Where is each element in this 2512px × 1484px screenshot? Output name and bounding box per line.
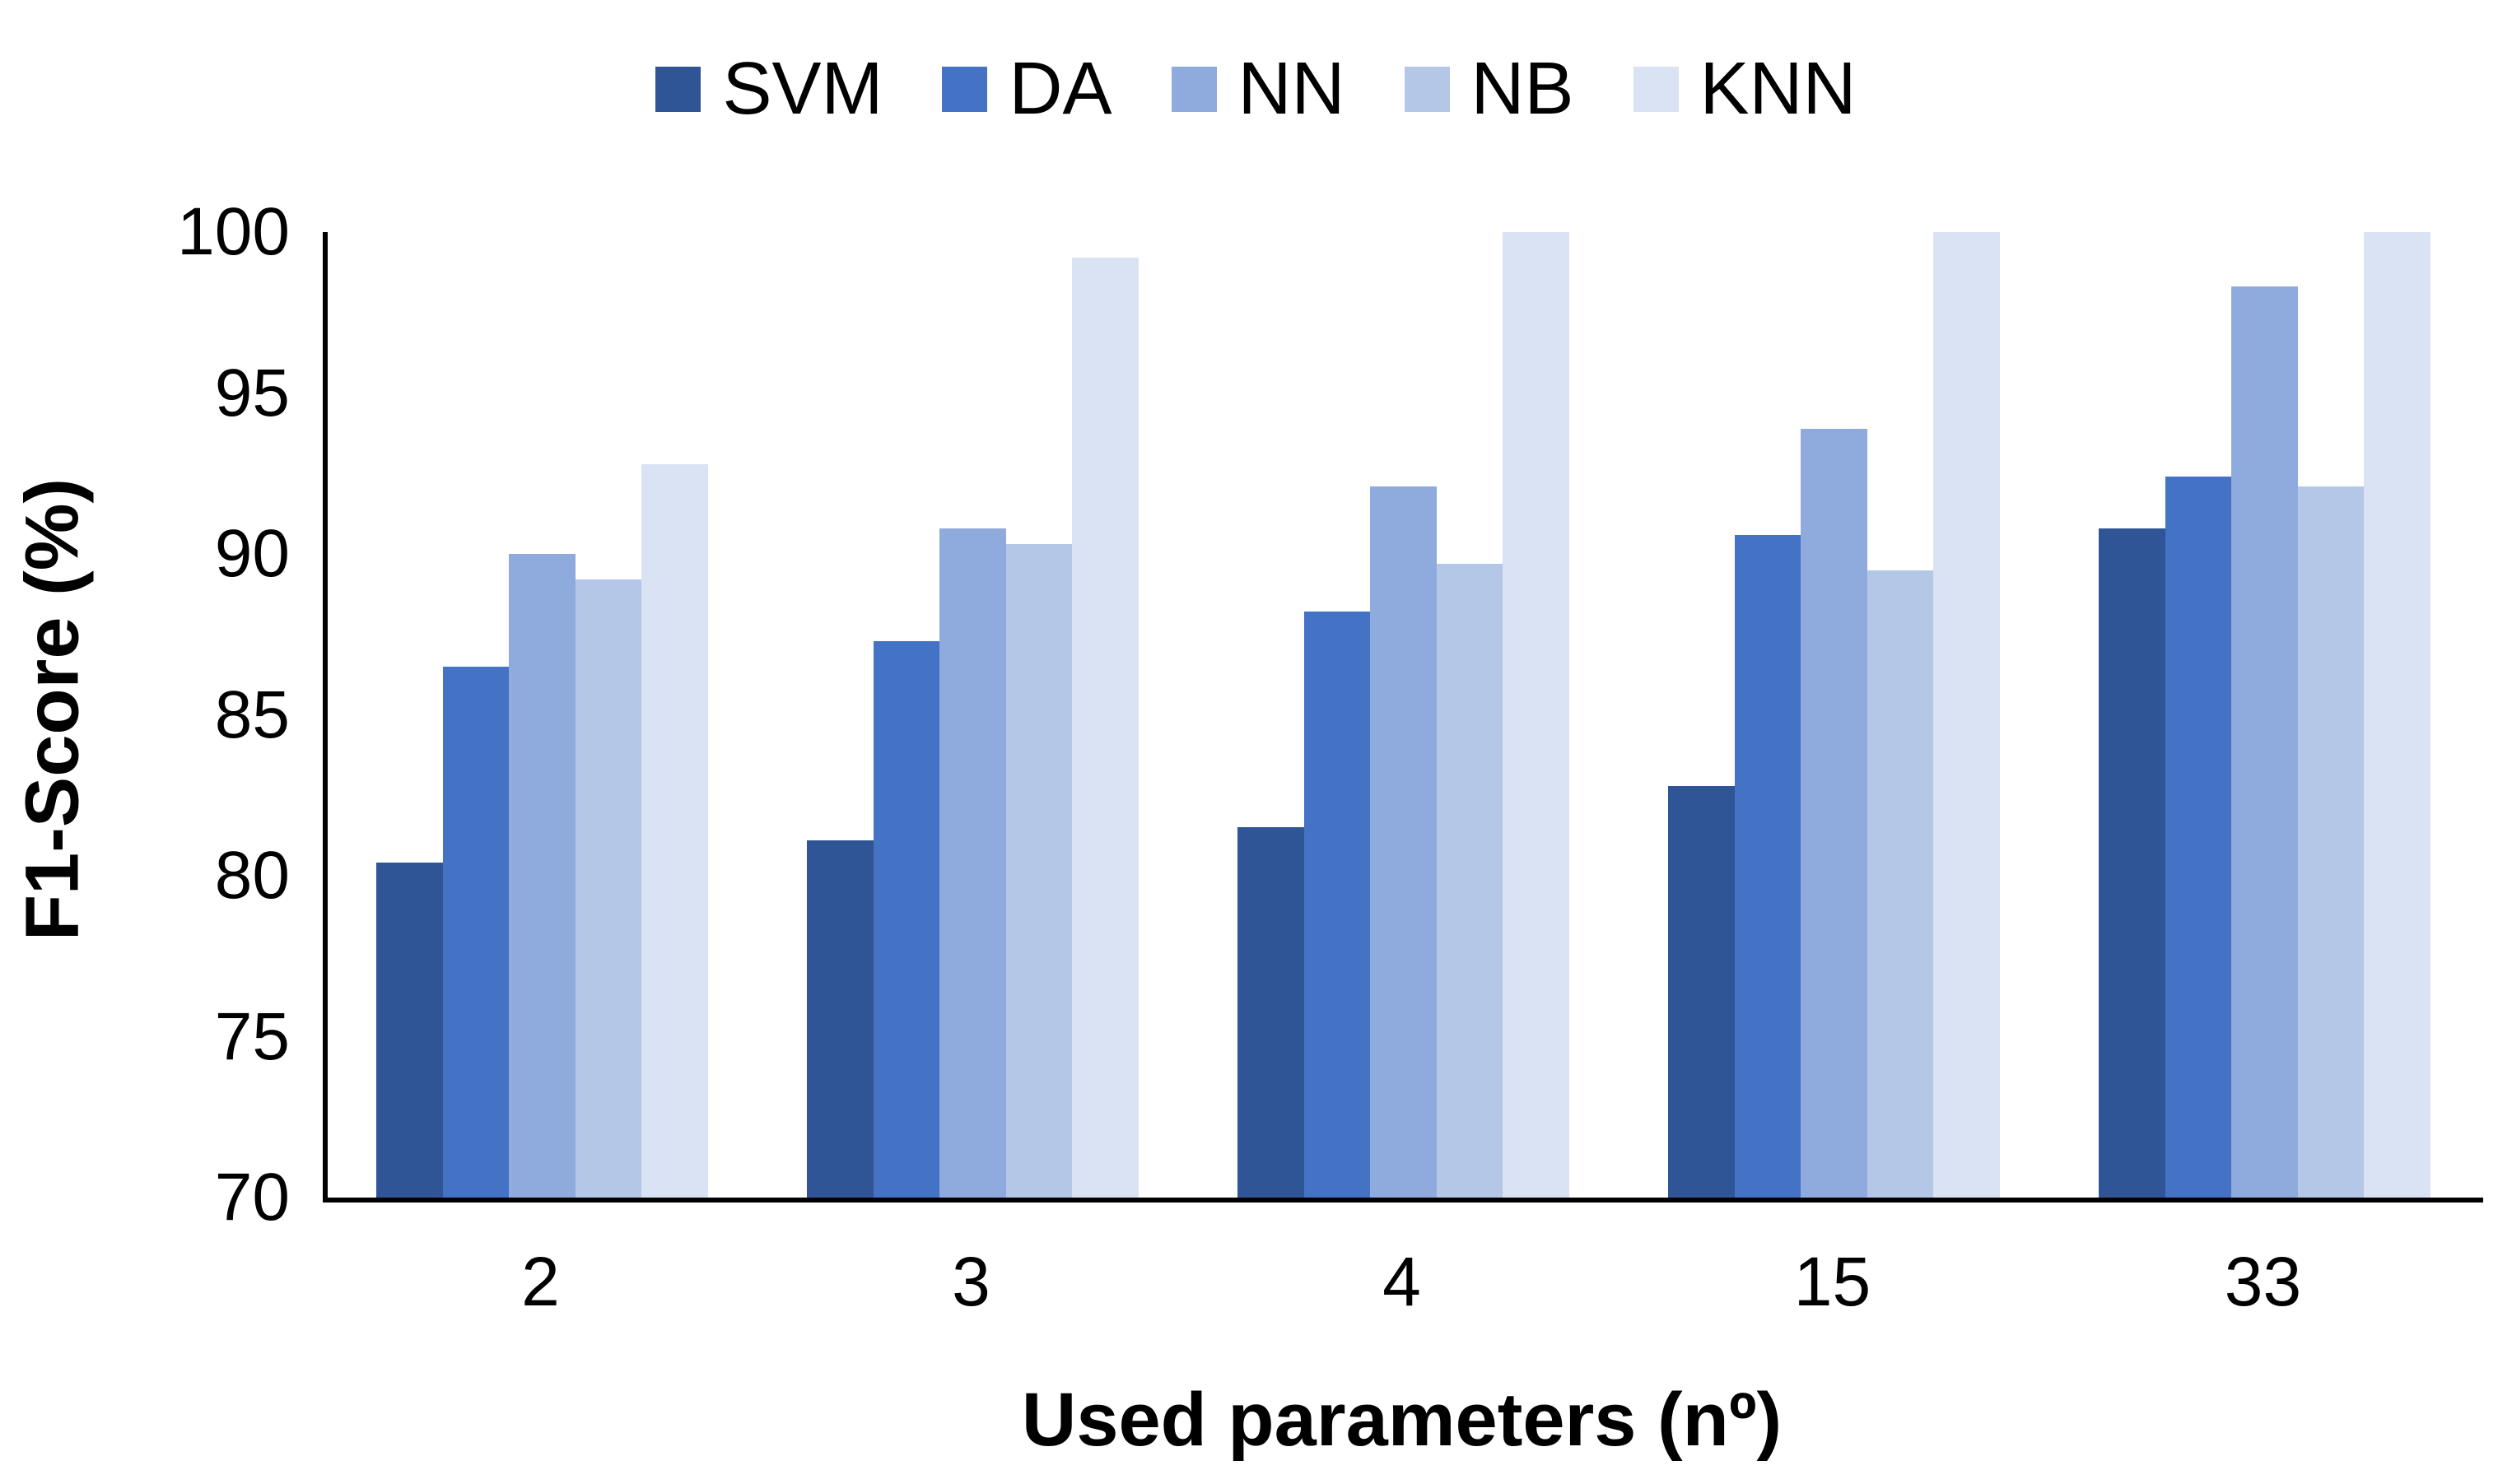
legend-item-nb: NB <box>1404 48 1574 130</box>
bar-nb-4 <box>1436 563 1503 1198</box>
bar-nn-3 <box>939 528 1006 1198</box>
bar-knn-15 <box>1933 232 2000 1198</box>
bar-da-15 <box>1734 534 1801 1198</box>
bar-nn-4 <box>1370 486 1437 1198</box>
x-axis-line <box>323 1198 2483 1203</box>
bar-nn-33 <box>2231 286 2298 1198</box>
legend-swatch-svm <box>655 66 701 112</box>
bar-nn-15 <box>1801 428 1867 1198</box>
legend-swatch-da <box>942 66 988 112</box>
bar-nb-2 <box>575 579 642 1198</box>
legend-item-nn: NN <box>1171 48 1345 130</box>
x-category-label-33: 33 <box>2224 1243 2302 1320</box>
bar-knn-3 <box>1072 258 1139 1198</box>
y-tick-label-80: 80 <box>214 838 290 913</box>
chart-legend: SVM DA NN NB KNN <box>0 40 2512 138</box>
legend-item-knn: KNN <box>1633 52 1857 126</box>
legend-swatch-nb <box>1404 66 1450 112</box>
y-axis-line <box>323 232 328 1203</box>
x-category-label-2: 2 <box>521 1243 560 1320</box>
legend-label-da: DA <box>1009 48 1112 130</box>
bar-da-33 <box>2165 477 2232 1198</box>
bar-nb-15 <box>1867 570 1934 1198</box>
legend-swatch-knn <box>1633 66 1679 112</box>
legend-label-svm: SVM <box>722 48 883 130</box>
bar-knn-4 <box>1503 232 1569 1198</box>
legend-label-nn: NN <box>1237 48 1345 130</box>
x-category-label-4: 4 <box>1382 1243 1421 1320</box>
x-category-label-15: 15 <box>1793 1243 1871 1320</box>
x-axis-title: Used parameters (nº) <box>1021 1378 1783 1462</box>
y-tick-label-95: 95 <box>214 355 290 430</box>
bar-svm-2 <box>376 863 443 1198</box>
bar-nb-3 <box>1005 544 1073 1198</box>
x-category-label-3: 3 <box>952 1243 990 1320</box>
legend-swatch-nn <box>1171 66 1217 112</box>
bar-knn-33 <box>2364 232 2430 1198</box>
bar-nn-2 <box>509 554 576 1198</box>
legend-item-svm: SVM <box>655 52 883 126</box>
y-tick-label-90: 90 <box>214 516 290 591</box>
legend-label-knn: KNN <box>1699 48 1857 130</box>
bar-nb-33 <box>2297 486 2365 1198</box>
bar-da-4 <box>1303 612 1371 1198</box>
y-tick-label-75: 75 <box>214 998 290 1074</box>
bar-da-3 <box>873 640 940 1198</box>
bar-knn-2 <box>641 463 708 1198</box>
y-tick-label-85: 85 <box>214 677 290 752</box>
bar-svm-15 <box>1668 785 1735 1198</box>
y-tick-label-70: 70 <box>214 1160 290 1235</box>
legend-label-nb: NB <box>1470 48 1574 130</box>
bar-da-2 <box>442 666 510 1198</box>
bar-svm-4 <box>1237 827 1304 1198</box>
y-tick-label-100: 100 <box>177 194 290 269</box>
bar-svm-3 <box>807 840 874 1198</box>
legend-item-da: DA <box>942 52 1112 126</box>
bar-svm-33 <box>2099 528 2165 1198</box>
